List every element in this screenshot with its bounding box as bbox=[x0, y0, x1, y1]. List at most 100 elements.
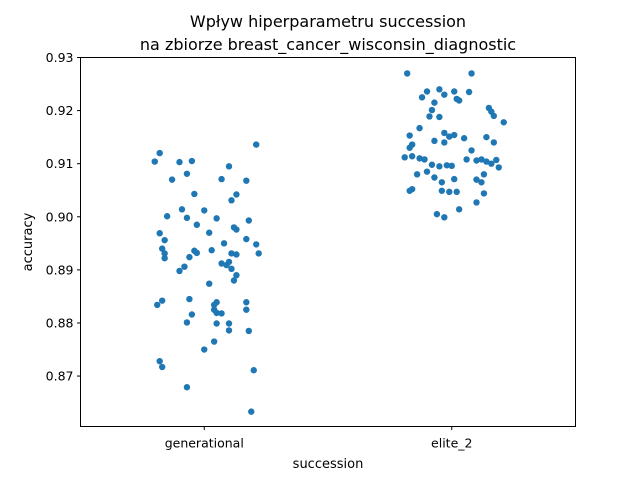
data-point-generational bbox=[176, 158, 183, 166]
x-tick-label-generational: generational bbox=[165, 436, 244, 451]
data-point-elite_2 bbox=[451, 175, 458, 183]
data-points bbox=[151, 70, 507, 415]
data-point-generational bbox=[158, 245, 166, 252]
data-point-generational bbox=[218, 260, 225, 267]
data-point-generational bbox=[183, 319, 191, 326]
data-point-generational bbox=[186, 295, 193, 303]
data-point-generational bbox=[154, 301, 161, 309]
data-point-generational bbox=[188, 311, 196, 318]
data-point-generational bbox=[218, 175, 225, 183]
plot-frame bbox=[80, 57, 576, 427]
data-point-elite_2 bbox=[488, 160, 495, 167]
data-point-elite_2 bbox=[463, 156, 470, 163]
data-point-generational bbox=[163, 213, 171, 220]
x-tick-label-elite_2: elite_2 bbox=[431, 436, 472, 451]
data-point-generational bbox=[233, 191, 240, 198]
y-tick-label: 0.89 bbox=[46, 262, 74, 277]
data-point-generational bbox=[156, 230, 163, 237]
data-point-elite_2 bbox=[490, 139, 498, 146]
data-point-elite_2 bbox=[483, 158, 490, 165]
data-point-generational bbox=[223, 261, 230, 269]
data-point-elite_2 bbox=[480, 190, 488, 197]
data-point-elite_2 bbox=[448, 162, 455, 170]
data-point-elite_2 bbox=[431, 99, 438, 106]
data-point-generational bbox=[191, 190, 198, 198]
data-point-elite_2 bbox=[500, 119, 507, 126]
data-point-generational bbox=[220, 240, 228, 247]
data-point-elite_2 bbox=[468, 147, 475, 154]
data-point-generational bbox=[255, 250, 262, 257]
data-point-generational bbox=[225, 327, 233, 334]
data-point-generational bbox=[213, 215, 220, 222]
data-point-generational bbox=[188, 157, 196, 165]
data-point-generational bbox=[186, 253, 193, 261]
data-point-generational bbox=[228, 265, 235, 273]
x-axis-label: succession bbox=[293, 457, 364, 472]
data-point-generational bbox=[158, 363, 166, 371]
data-point-elite_2 bbox=[441, 139, 448, 146]
data-point-elite_2 bbox=[446, 133, 453, 140]
data-point-generational bbox=[250, 367, 257, 374]
data-point-elite_2 bbox=[478, 156, 485, 163]
data-point-elite_2 bbox=[451, 88, 458, 95]
data-point-elite_2 bbox=[436, 163, 443, 170]
y-axis-label: accuracy bbox=[21, 212, 36, 271]
y-tick-label: 0.91 bbox=[46, 156, 74, 171]
data-point-generational bbox=[193, 249, 201, 257]
data-point-elite_2 bbox=[460, 135, 468, 142]
data-point-elite_2 bbox=[418, 94, 426, 101]
data-point-elite_2 bbox=[478, 179, 485, 186]
chart-title-line1: Wpływ hiperparametru succession bbox=[190, 12, 466, 31]
data-point-elite_2 bbox=[473, 176, 480, 183]
data-point-generational bbox=[210, 338, 218, 345]
data-point-generational bbox=[228, 250, 235, 257]
data-point-elite_2 bbox=[426, 113, 433, 120]
data-point-elite_2 bbox=[453, 188, 460, 196]
data-point-generational bbox=[210, 301, 218, 309]
data-point-generational bbox=[161, 236, 168, 244]
data-point-generational bbox=[206, 229, 213, 236]
data-point-elite_2 bbox=[455, 97, 463, 104]
data-point-elite_2 bbox=[483, 133, 490, 141]
data-point-elite_2 bbox=[423, 88, 431, 95]
data-point-generational bbox=[243, 299, 250, 306]
data-point-elite_2 bbox=[473, 157, 480, 164]
data-point-generational bbox=[156, 149, 163, 157]
data-point-elite_2 bbox=[428, 161, 436, 168]
data-point-generational bbox=[161, 254, 168, 262]
data-point-generational bbox=[208, 247, 215, 254]
data-point-elite_2 bbox=[441, 214, 448, 221]
data-point-elite_2 bbox=[436, 113, 443, 121]
data-point-elite_2 bbox=[480, 171, 488, 178]
data-point-generational bbox=[253, 141, 260, 148]
data-point-generational bbox=[168, 176, 176, 183]
data-point-elite_2 bbox=[446, 188, 453, 196]
data-point-generational bbox=[183, 384, 191, 391]
data-point-generational bbox=[201, 346, 208, 353]
data-point-elite_2 bbox=[436, 86, 443, 93]
y-axis-ticks: 0.87 0.88 0.89 0.90 0.91 0.92 0.93 bbox=[46, 50, 81, 384]
data-point-elite_2 bbox=[408, 153, 416, 160]
data-point-generational bbox=[218, 310, 225, 317]
data-point-generational bbox=[243, 306, 250, 313]
data-point-elite_2 bbox=[431, 174, 438, 181]
data-point-generational bbox=[176, 267, 183, 275]
data-point-generational bbox=[225, 320, 233, 327]
data-point-generational bbox=[161, 250, 168, 257]
data-point-elite_2 bbox=[404, 70, 411, 77]
data-point-generational bbox=[151, 158, 158, 165]
data-point-elite_2 bbox=[473, 199, 480, 206]
data-point-generational bbox=[233, 226, 240, 233]
data-point-generational bbox=[233, 271, 240, 279]
data-point-elite_2 bbox=[455, 206, 463, 213]
data-point-elite_2 bbox=[413, 171, 421, 178]
data-point-elite_2 bbox=[406, 144, 413, 151]
data-point-generational bbox=[183, 214, 191, 222]
data-point-generational bbox=[206, 280, 213, 287]
data-point-generational bbox=[181, 263, 188, 270]
data-point-elite_2 bbox=[416, 155, 423, 162]
data-point-generational bbox=[253, 241, 260, 248]
data-point-elite_2 bbox=[468, 70, 475, 77]
y-tick-label: 0.90 bbox=[46, 209, 74, 224]
